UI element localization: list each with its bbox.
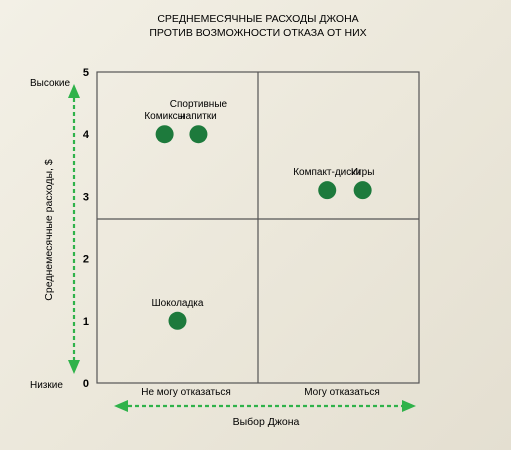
y-tick-label: 3 <box>83 191 89 203</box>
y-label-high: Высокие <box>30 78 70 89</box>
y-tick-label: 5 <box>83 67 89 79</box>
x-axis-arrow <box>114 400 416 412</box>
point-label: Игры <box>351 167 375 178</box>
data-point <box>168 311 187 330</box>
chart-title-line-2: ПРОТИВ ВОЗМОЖНОСТИ ОТКАЗА ОТ НИХ <box>149 27 366 39</box>
y-tick-label: 4 <box>83 129 90 141</box>
x-axis-title: Выбор Джона <box>233 416 300 428</box>
y-tick-label: 2 <box>83 254 89 266</box>
y-axis-title: Среднемесячные расходы, $ <box>43 159 55 301</box>
y-arrow-head-up <box>68 84 80 98</box>
y-tick-label: 1 <box>83 316 89 328</box>
point-label: Комиксы <box>144 111 185 122</box>
x-category-left: Не могу отказаться <box>141 387 231 398</box>
data-point <box>189 125 208 144</box>
chart-title-line-1: СРЕДНЕМЕСЯЧНЫЕ РАСХОДЫ ДЖОНА <box>157 13 358 25</box>
x-arrow-head-left <box>114 400 128 412</box>
y-tick-labels: 0 1 2 3 4 5 <box>83 67 90 390</box>
data-point <box>318 181 337 200</box>
quadrant-grid <box>96 71 420 384</box>
point-label: Спортивные напитки <box>170 99 228 122</box>
y-axis-arrow <box>68 84 80 374</box>
data-point <box>353 181 372 200</box>
point-label: Компакт-диски <box>293 167 361 178</box>
x-category-right: Могу отказаться <box>304 387 380 398</box>
point-label: Шоколадка <box>152 298 204 309</box>
y-tick-label: 0 <box>83 378 89 390</box>
y-arrow-head-down <box>68 360 80 374</box>
data-point <box>155 125 174 144</box>
x-arrow-head-right <box>402 400 416 412</box>
y-label-low: Низкие <box>30 380 63 391</box>
